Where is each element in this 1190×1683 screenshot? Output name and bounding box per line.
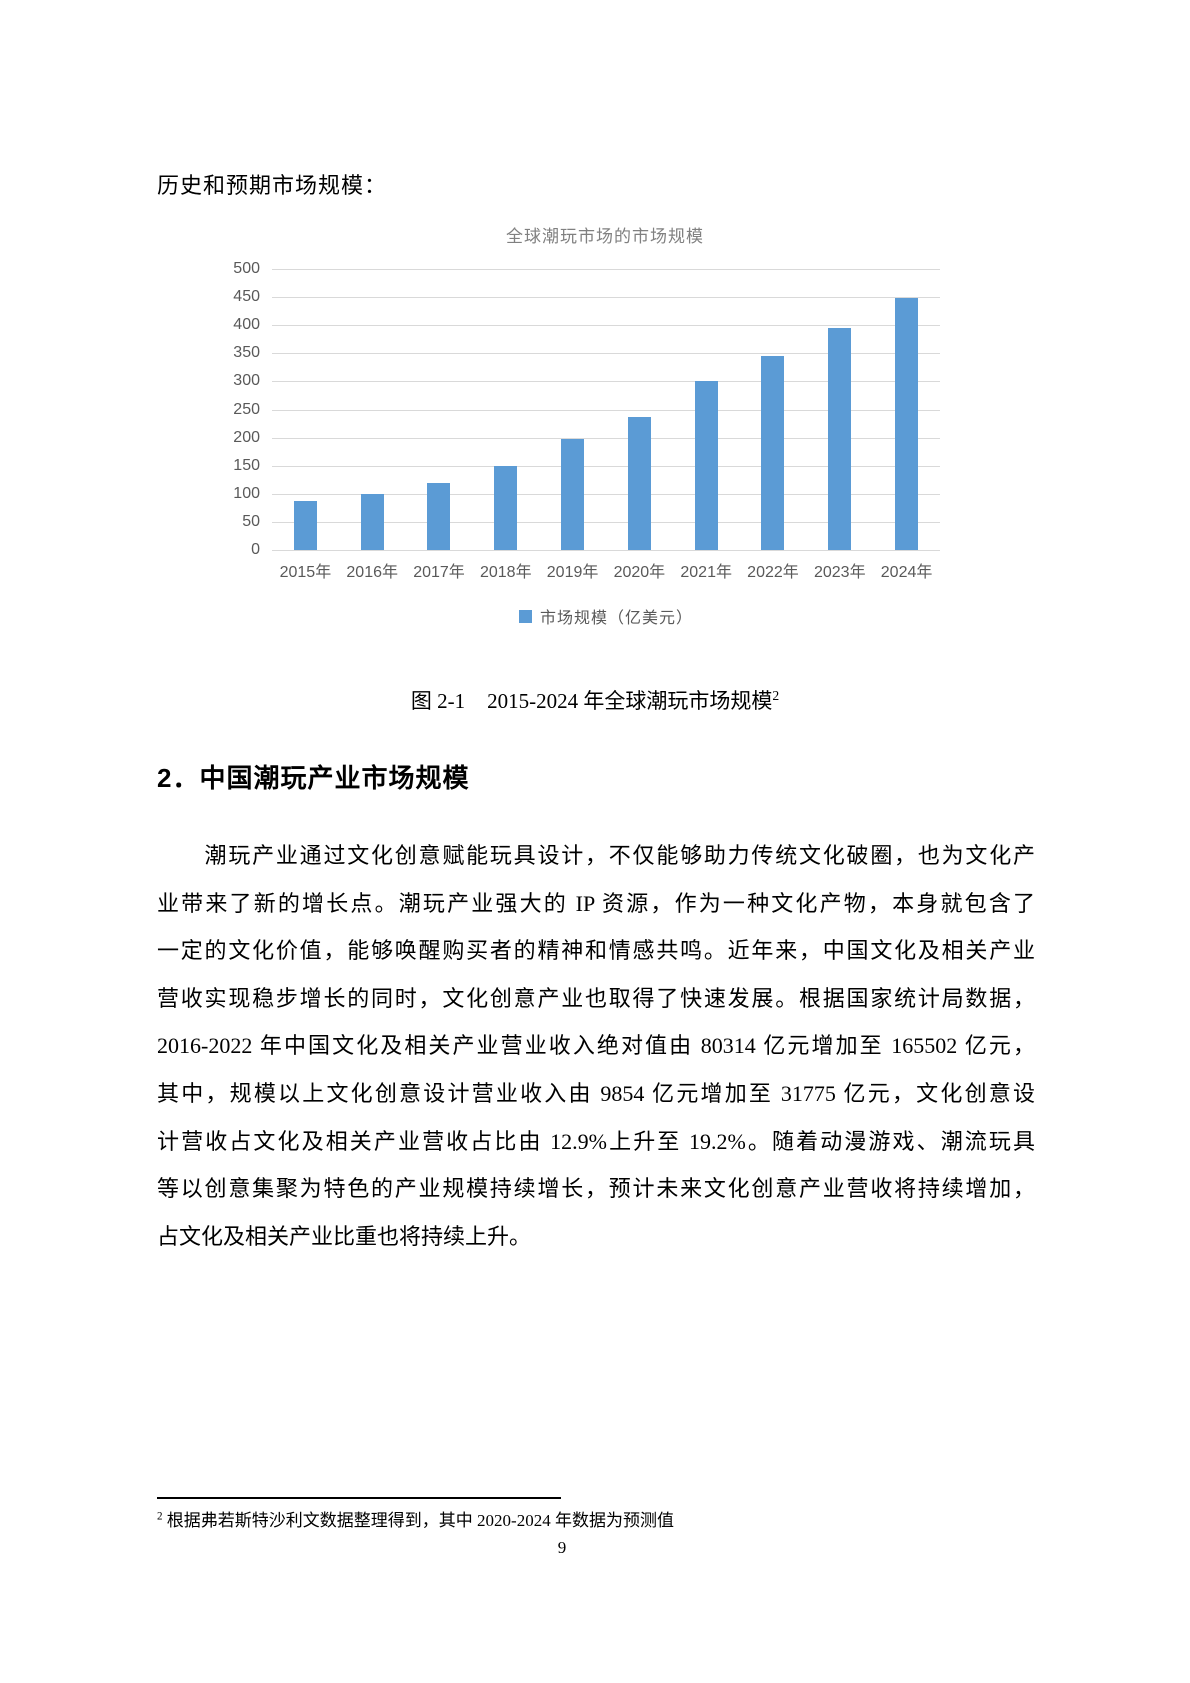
page-number: 9: [557, 1538, 567, 1557]
bar-2022年: [761, 356, 785, 550]
x-tick-label: 2019年: [546, 564, 599, 581]
paragraph-line: 计营收占文化及相关产业营收占比由 12.9%上升至 19.2%。随着动漫游戏、潮…: [157, 1128, 1035, 1154]
bar-slot: [339, 269, 406, 550]
x-tick-label: 2021年: [680, 564, 732, 581]
gridline: [272, 465, 940, 467]
paragraph-line: 等以创意集聚为特色的产业规模持续增长，预计未来文化创意产业营收将持续增加，: [157, 1176, 1035, 1202]
paragraph-line: 2016-2022 年中国文化及相关产业营业收入绝对值由 80314 亿元增加至…: [157, 1033, 1035, 1059]
y-tick-label: 200: [233, 428, 260, 446]
body-paragraph: 潮玩产业通过文化创意赋能玩具设计，不仅能够助力传统文化破圈，也为文化产 业带来了新…: [157, 832, 1035, 1260]
x-tick-label: 2023年: [813, 564, 866, 581]
gridline: [272, 381, 940, 383]
y-tick-label: 300: [233, 372, 260, 390]
gridline: [272, 409, 940, 411]
chart-title: 全球潮玩市场的市场规模: [506, 227, 704, 246]
y-tick-label: 250: [233, 400, 260, 418]
y-tick-label: 150: [233, 456, 260, 474]
footnote-divider: [157, 1497, 561, 1499]
y-tick-label: 450: [233, 288, 260, 306]
x-tick-label: 2017年: [413, 564, 465, 581]
bar-slot: [806, 269, 873, 550]
bar-series: [272, 269, 940, 550]
x-tick-label: 2022年: [747, 564, 799, 581]
x-tick-label: 2020年: [613, 564, 666, 581]
footnote-marker: 2: [157, 1510, 163, 1523]
legend-swatch-icon: [518, 609, 532, 623]
bar-slot: [406, 269, 473, 550]
x-tick-label: 2024年: [880, 564, 933, 581]
bar-slot: [673, 269, 740, 550]
y-tick-label: 0: [251, 541, 260, 558]
figure-caption-text: 2015-2024 年全球潮玩市场规模: [487, 689, 773, 713]
x-tick-label: 2018年: [479, 564, 532, 581]
figure-caption: 图 2-1 2015-2024 年全球潮玩市场规模2: [0, 685, 1190, 715]
paragraph-line: 营收实现稳步增长的同时，文化创意产业也取得了快速发展。根据国家统计局数据，: [157, 985, 1035, 1011]
paragraph-line: 占文化及相关产业比重也将持续上升。: [157, 1223, 532, 1249]
footnote: 2 根据弗若斯特沙利文数据整理得到，其中 2020-2024 年数据为预测值: [157, 1506, 1057, 1531]
bar-2021年: [694, 381, 718, 550]
section-heading: 2．中国潮玩产业市场规模: [157, 763, 470, 793]
bar-2023年: [828, 328, 852, 550]
bar-chart: 全球潮玩市场的市场规模 500 450 400 350 300 250 200 150 100 5…: [228, 222, 940, 628]
footnote-text: 根据弗若斯特沙利文数据整理得到，其中 2020-2024 年数据为预测值: [166, 1511, 674, 1530]
paragraph-line: 业带来了新的增长点。潮玩产业强大的 IP 资源，作为一种文化产物，本身就包含了: [157, 890, 1035, 916]
y-tick-label: 350: [233, 344, 260, 362]
bar-slot: [873, 269, 940, 550]
bar-2017年: [427, 482, 451, 550]
bar-slot: [272, 269, 339, 550]
gridline: [272, 437, 940, 439]
bar-slot: [606, 269, 673, 550]
bar-slot: [740, 269, 807, 550]
paragraph-line: 其中，规模以上文化创意设计营业收入由 9854 亿元增加至 31775 亿元，文…: [157, 1080, 1035, 1106]
bar-2020年: [627, 416, 651, 550]
bar-2019年: [561, 438, 585, 550]
bar-2024年: [895, 298, 919, 550]
bar-2018年: [494, 465, 518, 550]
gridline: [272, 493, 940, 495]
bar-2016年: [360, 493, 384, 550]
intro-text: 历史和预期市场规模：: [157, 173, 388, 198]
gridline: [272, 325, 940, 327]
plot-grid: [272, 269, 940, 551]
x-tick-label: 2015年: [279, 564, 332, 581]
gridline: [272, 550, 940, 551]
gridline: [272, 521, 940, 523]
y-tick-label: 400: [233, 316, 260, 334]
x-axis-labels: 2015年 2016年 2017年 2018年 2019年 2020年 2021年 2022年…: [272, 558, 940, 582]
y-tick-label: 500: [233, 260, 260, 277]
gridline: [272, 297, 940, 299]
bar-slot: [539, 269, 606, 550]
gridline: [272, 353, 940, 355]
paragraph-line: 一定的文化价值，能够唤醒购买者的精神和情感共鸣。近年来，中国文化及相关产业: [157, 938, 1035, 964]
bar-slot: [472, 269, 539, 550]
legend-label: 市场规模（亿美元）: [539, 610, 693, 627]
figure-caption-footnote-ref: 2: [772, 688, 780, 703]
paragraph-line: 潮玩产业通过文化创意赋能玩具设计，不仅能够助力传统文化破圈，也为文化产: [157, 843, 1035, 868]
gridline: [272, 269, 940, 270]
chart-legend: 市场规模（亿美元）: [272, 604, 940, 628]
y-axis-labels: 500 450 400 350 300 250 200 150 100 50 0: [228, 260, 264, 558]
figure-caption-label: 图 2-1: [410, 689, 466, 713]
x-tick-label: 2016年: [346, 564, 398, 581]
chart-plot-area: 500 450 400 350 300 250 200 150 100 50 0: [228, 260, 940, 558]
bar-2015年: [293, 501, 317, 550]
y-tick-label: 50: [242, 512, 260, 530]
y-tick-label: 100: [233, 484, 260, 502]
